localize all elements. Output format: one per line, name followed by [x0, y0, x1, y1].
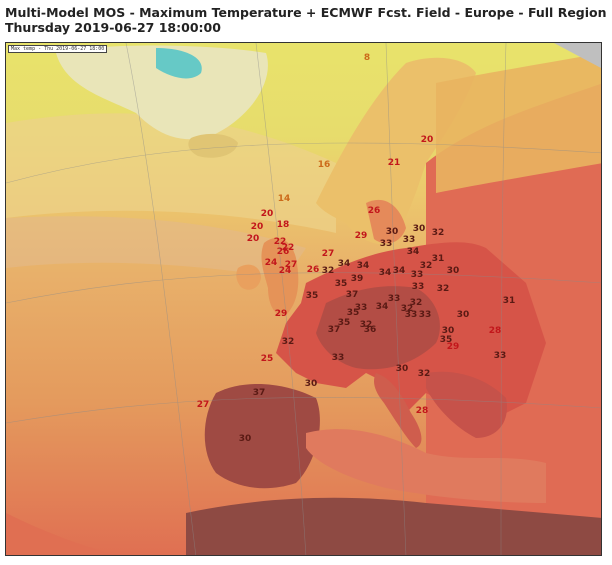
temperature-label: 20 — [421, 135, 434, 145]
temperature-label: 30 — [442, 326, 455, 336]
temperature-label: 22 — [282, 243, 295, 253]
temperature-label: 33 — [412, 282, 425, 292]
temperature-label: 22 — [274, 237, 287, 247]
italy — [373, 373, 422, 448]
temperature-label: 30 — [413, 224, 426, 234]
map-inset-label: Max temp - Thu 2019-06-27 18:00 — [8, 45, 108, 53]
temperature-label: 33 — [403, 235, 416, 245]
projection-corner-bottom — [6, 513, 118, 555]
temperature-label: 20 — [247, 234, 260, 244]
temperature-label: 27 — [285, 260, 298, 270]
ice-cap — [156, 48, 202, 79]
temperature-label: 27 — [322, 249, 335, 259]
temperature-label: 26 — [277, 247, 290, 257]
temperature-label: 32 — [437, 284, 450, 294]
temperature-label: 32 — [401, 304, 414, 314]
temperature-label: 30 — [396, 364, 409, 374]
temperature-label: 37 — [346, 290, 359, 300]
temperature-label: 33 — [380, 239, 393, 249]
temperature-label: 32 — [322, 266, 335, 276]
temperature-label: 30 — [305, 379, 318, 389]
ireland — [236, 264, 261, 290]
temperature-label: 20 — [251, 222, 264, 232]
temperature-label: 28 — [416, 406, 429, 416]
temperature-label: 29 — [447, 342, 460, 352]
temperature-label: 32 — [418, 369, 431, 379]
pale-band — [6, 216, 306, 278]
temperature-label: 20 — [261, 209, 274, 219]
temperature-label: 18 — [277, 220, 290, 230]
britain — [261, 238, 299, 316]
temperature-label: 34 — [338, 259, 351, 269]
temperature-label: 34 — [393, 266, 406, 276]
forecast-map[interactable]: 8 20 16 21 14 26 20 20 18 20 22 22 26 30 30 32 29 33 33 34 3… — [5, 42, 602, 556]
temperature-label: 21 — [388, 158, 401, 168]
temperature-label: 32 — [432, 228, 445, 238]
temperature-label: 34 — [379, 268, 392, 278]
temperature-label: 29 — [355, 231, 368, 241]
iceland — [188, 133, 238, 158]
temperature-label: 36 — [364, 325, 377, 335]
temperature-label: 32 — [282, 337, 295, 347]
temperature-label: 24 — [265, 258, 278, 268]
temperature-label: 16 — [318, 160, 331, 170]
temperature-label: 33 — [355, 303, 368, 313]
temperature-label: 32 — [420, 261, 433, 271]
page-subtitle: Thursday 2019-06-27 18:00:00 — [5, 20, 221, 35]
temperature-label: 39 — [351, 274, 364, 284]
north-africa — [186, 497, 601, 555]
temperature-label: 35 — [347, 308, 360, 318]
temperature-label: 35 — [440, 335, 453, 345]
temperature-label: 24 — [279, 266, 292, 276]
temperature-label: 14 — [278, 194, 291, 204]
temperature-label: 35 — [338, 318, 351, 328]
page-title: Multi-Model MOS - Maximum Temperature + … — [5, 5, 607, 20]
iberia — [204, 383, 320, 489]
temperature-label: 33 — [411, 270, 424, 280]
temperature-label: 35 — [335, 279, 348, 289]
temperature-label: 29 — [275, 309, 288, 319]
temperature-label: 8 — [364, 53, 370, 63]
northeast-cool — [436, 53, 601, 193]
temperature-label: 31 — [503, 296, 516, 306]
balkans — [426, 371, 507, 438]
temperature-label: 26 — [368, 206, 381, 216]
mediterranean — [306, 429, 546, 503]
temperature-label: 33 — [494, 351, 507, 361]
temperature-label: 31 — [432, 254, 445, 264]
cool-band — [6, 113, 336, 233]
europe-hot — [316, 286, 440, 370]
temperature-label: 34 — [376, 302, 389, 312]
temperature-label: 34 — [407, 247, 420, 257]
temperature-label: 37 — [253, 388, 266, 398]
temperature-label: 33 — [388, 294, 401, 304]
temperature-label: 33 — [419, 310, 432, 320]
temperature-label: 33 — [332, 353, 345, 363]
temperature-label: 30 — [239, 434, 252, 444]
temperature-label: 25 — [261, 354, 274, 364]
header: Multi-Model MOS - Maximum Temperature + … — [5, 5, 607, 35]
temperature-label: 32 — [360, 320, 373, 330]
temperature-label: 30 — [457, 310, 470, 320]
temperature-label: 27 — [197, 400, 210, 410]
temperature-label: 26 — [307, 265, 320, 275]
temperature-label: 35 — [306, 291, 319, 301]
temperature-label: 30 — [386, 227, 399, 237]
temperature-label: 33 — [405, 310, 418, 320]
temperature-label: 34 — [357, 261, 370, 271]
scandinavia-south — [366, 199, 406, 244]
temperature-label: 30 — [447, 266, 460, 276]
temperature-label: 37 — [328, 325, 341, 335]
temperature-label: 32 — [410, 298, 423, 308]
greenland — [56, 45, 268, 140]
temperature-label: 28 — [489, 326, 502, 336]
